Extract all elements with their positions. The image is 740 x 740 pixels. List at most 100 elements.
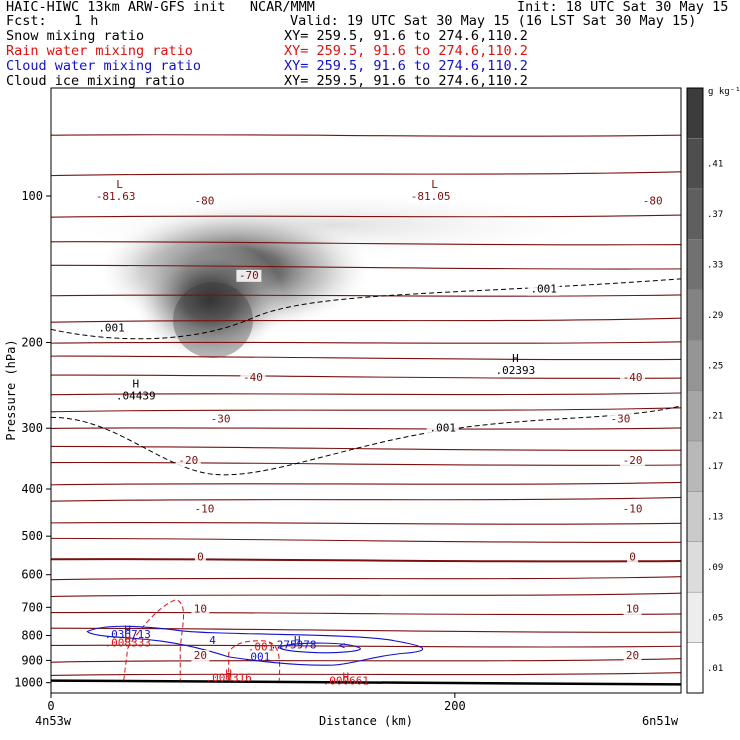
y-tick-label: 500 — [21, 529, 43, 543]
temperature-label-bg — [191, 503, 217, 516]
colorbar-level: .05 — [707, 613, 723, 623]
cloud-water-label: < — [338, 639, 345, 652]
cloud-ice-label-bg — [426, 422, 459, 435]
rain-label: H — [124, 632, 131, 645]
temperature-label-bg — [620, 372, 646, 385]
cloud-water-label: H — [294, 634, 301, 647]
temperature-isotherm — [51, 294, 681, 297]
temperature-isotherm — [51, 171, 681, 177]
temperature-label-bg — [620, 454, 646, 467]
temperature-isotherm — [51, 341, 681, 344]
temperature-isotherm — [51, 427, 681, 430]
colorbar-level: .13 — [707, 513, 723, 523]
colorbar-segment — [686, 87, 704, 139]
temperature-label-bg — [623, 650, 642, 663]
temperature-isotherm — [51, 576, 681, 581]
field-name-cloud-water: Cloud water mixing ratio — [6, 58, 202, 74]
y-tick-label: 100 — [21, 189, 43, 203]
temperature-label-extremum: L — [431, 178, 438, 191]
fcst-label: Fcst: — [6, 13, 47, 29]
colorbar-segment — [686, 491, 704, 543]
temperature-label: 20 — [194, 649, 207, 662]
field-xy-rain: XY= 259.5, 91.6 to 274.6,110.2 — [284, 43, 528, 59]
colorbar-segment — [686, 239, 704, 290]
colorbar-level: .29 — [707, 311, 723, 321]
temperature-label: -80 — [195, 194, 215, 207]
temperature-label: -81.63 — [96, 190, 136, 203]
field-xy-snow: XY= 259.5, 91.6 to 274.6,110.2 — [284, 28, 528, 44]
colorbar-level: .41 — [707, 160, 723, 170]
temperature-isotherm — [51, 558, 681, 563]
field-xy-cloud-water: XY= 259.5, 91.6 to 274.6,110.2 — [284, 58, 528, 74]
rain-label: .008333 — [105, 637, 151, 650]
colorbar-level: .01 — [707, 664, 723, 674]
temperature-isotherm — [51, 407, 681, 413]
temperature-label: 0 — [197, 551, 204, 564]
colorbar-level: .37 — [707, 210, 723, 220]
y-tick-label: 600 — [21, 568, 43, 582]
plot-frame — [50, 87, 682, 694]
temperature-isotherm — [51, 592, 681, 598]
temperature-isotherm — [51, 481, 681, 486]
cloud-ice-label-bg — [527, 283, 560, 296]
temperature-isotherm — [51, 264, 681, 270]
temperature-label: -81.05 — [411, 190, 451, 203]
temperature-label-bg — [191, 603, 210, 616]
colorbar-segment — [686, 642, 704, 694]
rain-label: H — [342, 671, 349, 684]
temperature-isotherm — [51, 496, 681, 502]
valid-time: Valid: 19 UTC Sat 30 May 15 (16 LST Sat … — [290, 13, 697, 29]
temperature-isotherm — [51, 644, 681, 648]
temperature-isotherm — [51, 445, 681, 451]
temperature-label: 10 — [626, 602, 639, 615]
field-xy-cloud-ice: XY= 259.5, 91.6 to 274.6,110.2 — [284, 73, 528, 89]
rain-label: H — [225, 667, 232, 680]
colorbar-level: .25 — [707, 361, 723, 371]
cloud-ice-contour-lower — [51, 405, 681, 476]
temperature-isotherm — [51, 241, 681, 246]
temperature-isotherm — [51, 317, 681, 323]
y-tick-label: 800 — [21, 629, 43, 643]
temperature-label-bg — [191, 650, 210, 663]
colorbar-segment — [686, 591, 704, 643]
temperature-label-bg — [640, 195, 666, 208]
temperature-isotherm — [51, 672, 681, 676]
y-axis-label: Pressure (hPa) — [4, 339, 18, 440]
colorbar-segment — [686, 541, 704, 593]
snow-max-value: .02393 — [496, 364, 536, 377]
cloud-water-label: .001 — [244, 650, 271, 663]
cloud-water-label: .275978 — [270, 639, 316, 652]
temperature-label: -40 — [623, 371, 643, 384]
temperature-isotherm — [51, 521, 681, 525]
temperature-isotherm — [51, 392, 681, 396]
colorbar-level: .17 — [707, 462, 723, 472]
cloud-ice-contour-upper — [51, 278, 681, 340]
colorbar-level: .21 — [707, 412, 723, 422]
temperature-label: -30 — [610, 412, 630, 425]
temperature-label-bg — [191, 195, 217, 208]
temperature-label: -80 — [643, 194, 663, 207]
temperature-label: -10 — [623, 502, 643, 515]
colorbar-segment — [686, 188, 704, 240]
snow-max-value: .04439 — [116, 390, 156, 403]
colorbar: .01 .05 .09 .13 .17 .21 .25 .29 .33 .37 .41 — [686, 87, 723, 694]
rain-label: .000661 — [323, 674, 369, 687]
cloud-water-contour-inner — [279, 642, 361, 654]
moisture-contours — [51, 278, 681, 686]
temperature-label: -10 — [195, 502, 215, 515]
rain-contour-right — [228, 640, 281, 681]
temperature-label: -20 — [623, 454, 643, 467]
colorbar-level: .33 — [707, 260, 723, 270]
surface-line — [51, 679, 681, 686]
temperature-label-bg — [194, 551, 206, 564]
snow-max-marker: H — [512, 352, 519, 365]
cloud-water-label: 4 — [209, 634, 216, 647]
temperature-label-bg — [627, 551, 639, 564]
temperature-isotherm — [51, 627, 681, 633]
temperature-label-bg — [620, 503, 646, 516]
temperature-label-bg — [623, 603, 642, 616]
x-end-label: 6n51w — [642, 714, 679, 728]
cloud-water-label: .036713 — [105, 628, 151, 641]
colorbar-level: .09 — [707, 563, 723, 573]
